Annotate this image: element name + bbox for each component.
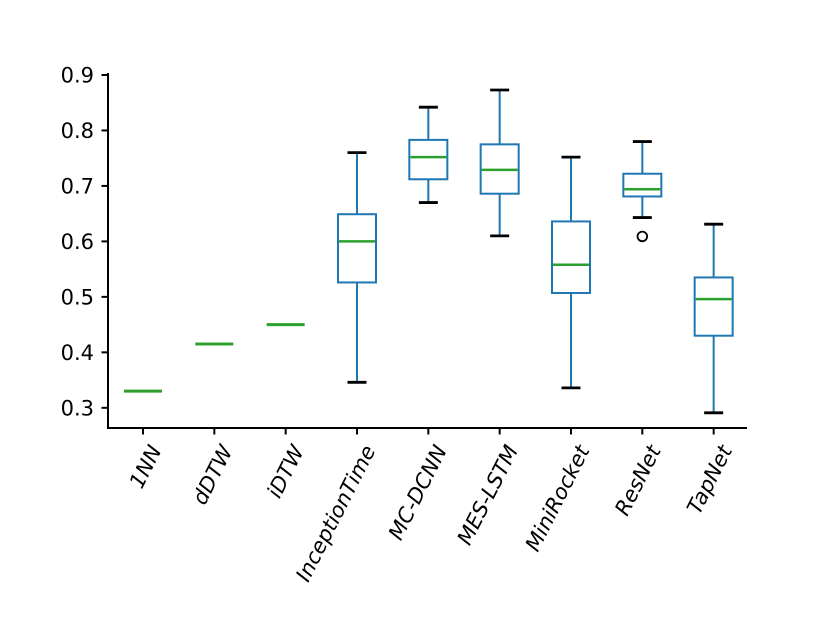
x-tick-label-1NN: 1NN: [125, 441, 167, 492]
box-InceptionTime: [336, 213, 377, 284]
y-tick-label: 0.4: [61, 341, 94, 365]
x-tick-label-InceptionTime: InceptionTime: [291, 441, 380, 585]
box-MC-DCNN: [408, 138, 449, 181]
x-tick-label-MiniRocket: MiniRocket: [521, 441, 595, 555]
x-tick-label-TapNet: TapNet: [682, 441, 737, 518]
outlier-marker-ResNet: [636, 230, 649, 243]
y-tick-label: 0.9: [61, 63, 94, 87]
y-tick-label: 0.7: [61, 174, 94, 198]
y-tick-label: 0.5: [61, 285, 94, 309]
box-MiniRocket: [550, 220, 591, 294]
x-tick-label-ResNet: ResNet: [610, 441, 666, 520]
x-tick-label-iDTW: iDTW: [262, 440, 309, 502]
box-ResNet: [622, 172, 663, 198]
y-tick-label: 0.8: [61, 119, 94, 143]
y-tick-label: 0.6: [61, 230, 94, 254]
y-tick-label: 0.3: [61, 396, 94, 420]
box-TapNet: [693, 276, 734, 337]
x-tick-label-dDTW: dDTW: [188, 440, 239, 508]
x-tick-label-MC-DCNN: MC-DCNN: [384, 441, 452, 544]
x-tick-label-MES-LSTM: MES-LSTM: [453, 441, 524, 548]
